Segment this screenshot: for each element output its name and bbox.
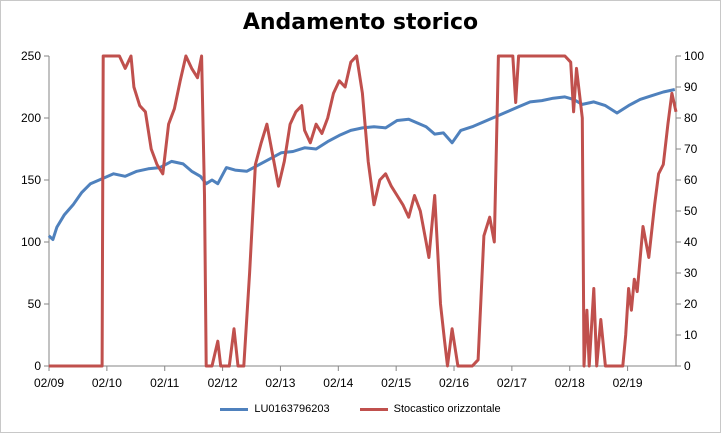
legend-label-series-2: Stocastico orizzontale: [393, 403, 501, 415]
y-right-tick-label: 30: [684, 266, 698, 280]
y-left-tick-label: 200: [21, 111, 41, 125]
legend-swatch-series-1: [220, 407, 249, 411]
legend: LU0163796203 Stocastico orizzontale: [0, 403, 721, 415]
y-right-tick-label: 50: [684, 204, 698, 218]
x-tick-label: 02/14: [323, 376, 353, 390]
y-right-tick-label: 40: [684, 235, 698, 249]
series-layer: [47, 54, 678, 368]
x-tick-label: 02/16: [439, 376, 469, 390]
legend-item-series-1: LU0163796203: [220, 403, 330, 415]
y-right-tick-label: 90: [684, 80, 698, 94]
x-tick-label: 02/19: [613, 376, 643, 390]
legend-label-series-1: LU0163796203: [254, 403, 330, 415]
y-left-tick-label: 150: [21, 173, 41, 187]
y-right-tick-label: 10: [684, 328, 698, 342]
y-right-tick-label: 0: [684, 359, 691, 373]
x-tick-label: 02/10: [92, 376, 122, 390]
y-left-tick-label: 50: [28, 297, 42, 311]
x-tick-label: 02/15: [381, 376, 411, 390]
y-right-tick-label: 60: [684, 173, 698, 187]
x-tick-label: 02/11: [150, 376, 179, 390]
series-line-2: [48, 54, 678, 368]
legend-swatch-series-2: [359, 407, 388, 411]
y-left-tick-label: 0: [34, 359, 41, 373]
x-tick-label: 02/17: [497, 376, 527, 390]
axes: 0 50 100 150 200 250 0 10 20 30 40 50 60 70 80 90 100 02/…: [21, 49, 704, 390]
y-right-tick-label: 100: [684, 49, 704, 63]
y-left-tick-label: 100: [21, 235, 41, 249]
x-tick-label: 02/18: [555, 376, 585, 390]
y-right-tick-label: 70: [684, 142, 698, 156]
legend-item-series-2: Stocastico orizzontale: [359, 403, 501, 415]
y-left-tick-label: 250: [21, 49, 41, 63]
series-line-1: [47, 88, 676, 241]
x-tick-label: 02/09: [34, 376, 64, 390]
y-right-tick-label: 80: [684, 111, 698, 125]
y-right-tick-label: 20: [684, 297, 698, 311]
x-tick-label: 02/12: [208, 376, 238, 390]
chart-title: Andamento storico: [242, 10, 479, 35]
x-tick-label: 02/13: [265, 376, 295, 390]
